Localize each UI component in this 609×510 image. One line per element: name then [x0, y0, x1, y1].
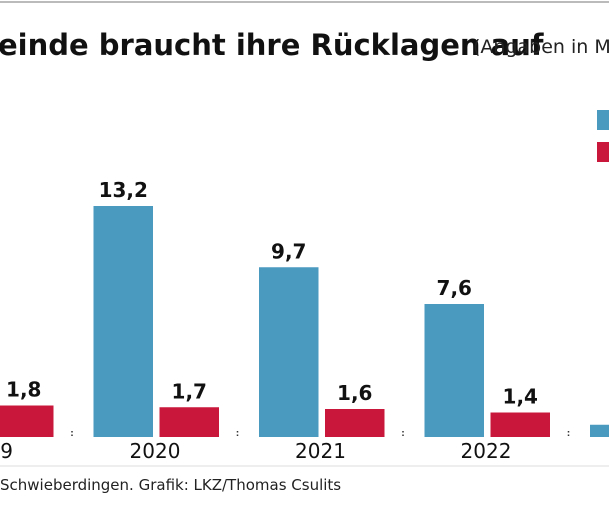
bar: [0, 405, 54, 437]
bar: [424, 304, 484, 437]
bar: [590, 424, 609, 437]
value-label: 1,7: [172, 379, 207, 403]
legend-swatch: [597, 142, 609, 162]
value-label: 1,8: [6, 378, 41, 402]
value-label: 13,2: [99, 178, 148, 202]
chart-title: einde braucht ihre Rücklagen auf: [0, 28, 544, 62]
value-label: 1,6: [337, 381, 372, 405]
value-label: 7,6: [437, 276, 472, 300]
bar: [259, 267, 319, 437]
source: Schwieberdingen. Grafik: LKZ/Thomas Csul…: [0, 476, 341, 494]
chart-subtitle: (Angaben in M: [473, 36, 609, 58]
value-label: 9,7: [271, 239, 306, 263]
bar: [325, 409, 385, 437]
x-tick-label: 2020: [130, 439, 181, 463]
bar: [490, 412, 550, 437]
x-tick-label: 2022: [461, 439, 512, 463]
bar: [93, 206, 153, 437]
value-label: 1,4: [503, 385, 538, 409]
x-tick-label: 2021: [295, 439, 346, 463]
legend-swatch: [597, 110, 609, 130]
bar: [159, 407, 219, 437]
x-tick-label: 9: [0, 439, 13, 463]
